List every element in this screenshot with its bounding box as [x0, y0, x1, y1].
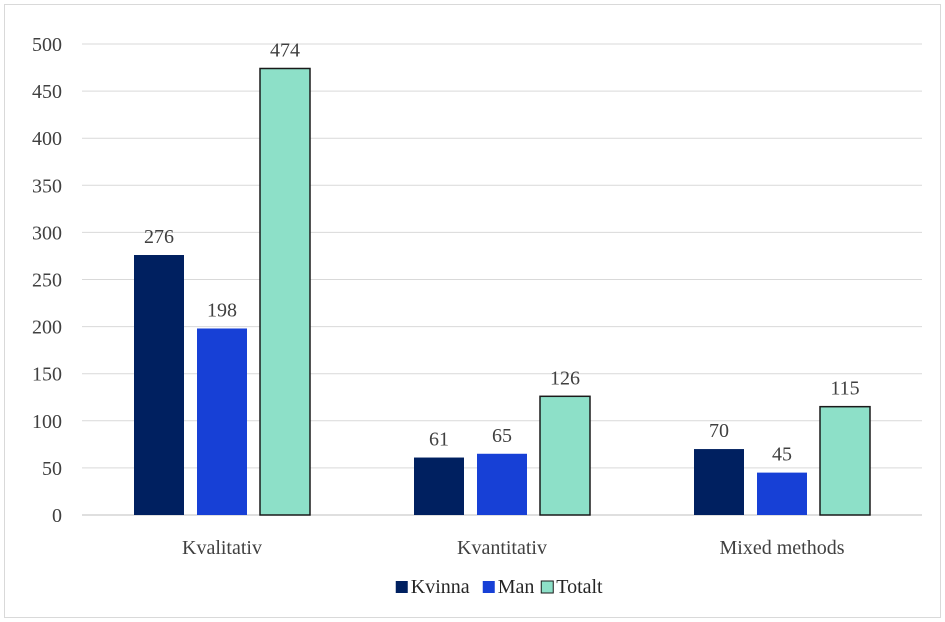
data-label: 65: [492, 425, 512, 447]
bar-kvinna: [134, 255, 184, 515]
y-tick-label: 100: [32, 411, 62, 433]
legend-label-totalt: Totalt: [556, 576, 603, 598]
legend: Kvinna Man Totalt: [395, 576, 603, 598]
data-label: 126: [550, 367, 580, 389]
data-label: 115: [830, 378, 859, 400]
legend-swatch-totalt: [540, 580, 554, 594]
y-tick-label: 500: [32, 34, 62, 56]
data-label: 198: [207, 299, 237, 321]
y-tick-label: 300: [32, 222, 62, 244]
y-tick-label: 50: [42, 458, 62, 480]
y-tick-label: 0: [52, 505, 62, 527]
data-label: 474: [270, 39, 300, 61]
bars: [134, 67, 871, 516]
y-tick-label: 150: [32, 364, 62, 386]
x-category-label: Mixed methods: [720, 537, 845, 559]
y-tick-label: 250: [32, 270, 62, 292]
bar-man: [757, 472, 807, 515]
legend-swatch-kvinna: [395, 581, 408, 593]
y-axis: 0 50 100 150 200 250 300 350 400 450 500: [32, 34, 62, 527]
bar-man: [477, 453, 527, 515]
legend-swatch-man: [482, 581, 495, 593]
data-label: 61: [429, 429, 449, 451]
legend-label-kvinna: Kvinna: [411, 576, 470, 598]
bar-man: [197, 328, 247, 515]
y-tick-label: 450: [32, 81, 62, 103]
bar-kvinna: [694, 449, 744, 515]
y-tick-label: 350: [32, 175, 62, 197]
bar-totalt: [819, 405, 871, 516]
bar-totalt: [259, 67, 311, 516]
x-category-label: Kvalitativ: [182, 537, 262, 559]
data-labels: 276 198 474 61 65 126 70 45 115: [144, 39, 860, 465]
x-category-label: Kvantitativ: [457, 537, 547, 559]
data-label: 276: [144, 226, 174, 248]
data-label: 45: [772, 444, 792, 466]
bar-kvinna: [414, 457, 464, 515]
y-tick-label: 400: [32, 128, 62, 150]
x-axis: Kvalitativ Kvantitativ Mixed methods: [182, 537, 845, 559]
legend-label-man: Man: [498, 576, 535, 598]
y-tick-label: 200: [32, 317, 62, 339]
data-label: 70: [709, 420, 729, 442]
bar-totalt: [539, 395, 591, 516]
